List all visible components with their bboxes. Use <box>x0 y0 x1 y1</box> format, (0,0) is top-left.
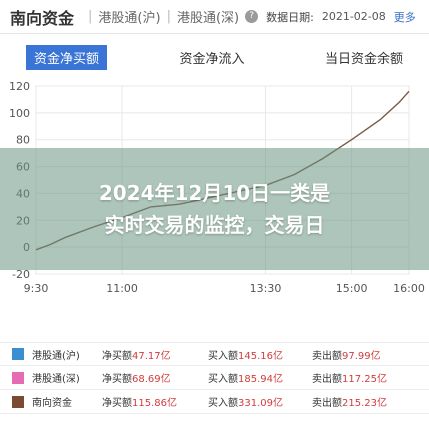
overlay-line-1: 2024年12月10日一类是 <box>98 181 331 205</box>
net-label: 净买额 <box>102 398 132 409</box>
tab-southbound[interactable]: 南向资金 <box>10 8 75 28</box>
x-tick-label: 13:30 <box>250 282 282 295</box>
y-tick-label: -20 <box>12 268 30 281</box>
subtab-net-buy[interactable]: 资金净买额 <box>26 44 108 70</box>
legend-sell: 卖出额97.99亿 <box>312 347 412 362</box>
sell-label: 卖出额 <box>312 350 342 362</box>
top-tab-bar: 南向资金 | 港股通(沪) | 港股通(深) ? 数据日期: 2021-02-0… <box>0 0 429 34</box>
legend-sell: 卖出额117.25亿 <box>312 370 412 385</box>
buy-label: 买入额 <box>208 374 238 385</box>
net-value: 47.17亿 <box>132 350 171 362</box>
legend-name: 港股通(沪) <box>32 350 80 362</box>
legend-row-sz: 港股通(深) 净买额68.69亿 买入额185.94亿 卖出额117.25亿 <box>0 366 429 390</box>
legend-swatch <box>12 348 24 360</box>
date-label: 数据日期: <box>266 10 314 24</box>
y-tick-label: 120 <box>9 80 30 93</box>
subtab-net-inflow[interactable]: 资金净流入 <box>179 51 245 67</box>
sell-label: 卖出额 <box>312 398 342 409</box>
sell-value: 117.25亿 <box>342 374 387 385</box>
more-link[interactable]: 更多 <box>393 10 416 24</box>
overlay-line-2: 实时交易的监控，交易日 <box>104 213 325 237</box>
legend-sell: 卖出额215.23亿 <box>312 394 412 409</box>
legend-net-buy: 净买额68.69亿 <box>102 370 208 385</box>
x-tick-label: 9:30 <box>24 282 49 295</box>
legend-name: 港股通(深) <box>32 374 80 385</box>
date-value: 2021-02-08 <box>321 10 386 23</box>
legend-buy: 买入额331.09亿 <box>208 394 312 409</box>
legend-table: 港股通(沪) 净买额47.17亿 买入额145.16亿 卖出额97.99亿 港股… <box>0 342 429 414</box>
help-icon[interactable]: ? <box>245 10 259 23</box>
buy-label: 买入额 <box>208 398 238 409</box>
x-tick-label: 16:00 <box>393 282 425 295</box>
subtab-daily-balance[interactable]: 当日资金余额 <box>324 51 403 67</box>
buy-value: 145.16亿 <box>238 350 283 362</box>
net-label: 净买额 <box>102 374 132 385</box>
legend-row-southbound: 南向资金 净买额115.86亿 买入额331.09亿 卖出额215.23亿 <box>0 390 429 414</box>
legend-name: 南向资金 <box>32 398 72 409</box>
sell-value: 215.23亿 <box>342 398 387 409</box>
x-tick-label: 11:00 <box>106 282 138 295</box>
tab-separator: | <box>88 9 93 24</box>
sub-tab-bar: 资金净买额 资金净流入 当日资金余额 <box>26 44 411 70</box>
buy-label: 买入额 <box>208 350 238 362</box>
net-label: 净买额 <box>102 350 132 362</box>
legend-net-buy: 净买额47.17亿 <box>102 347 208 362</box>
legend-swatch <box>12 371 24 384</box>
text-overlay-banner: 2024年12月10日一类是 实时交易的监控，交易日 <box>0 148 429 270</box>
tab-separator: | <box>166 9 171 24</box>
legend-swatch <box>12 395 24 408</box>
legend-buy: 买入额145.16亿 <box>208 347 312 362</box>
x-tick-label: 15:00 <box>336 282 368 295</box>
tab-hk-connect-sh[interactable]: 港股通(沪) <box>98 11 161 26</box>
y-tick-label: 100 <box>9 107 30 120</box>
legend-buy: 买入额185.94亿 <box>208 370 312 385</box>
net-value: 68.69亿 <box>132 374 171 385</box>
buy-value: 185.94亿 <box>238 374 283 385</box>
sell-label: 卖出额 <box>312 374 342 385</box>
tab-hk-connect-sz[interactable]: 港股通(深) <box>176 11 240 26</box>
legend-net-buy: 净买额115.86亿 <box>102 394 208 409</box>
sell-value: 97.99亿 <box>342 350 381 362</box>
buy-value: 331.09亿 <box>238 398 283 409</box>
y-tick-label: 80 <box>16 134 30 147</box>
net-value: 115.86亿 <box>132 398 177 409</box>
legend-row-sh: 港股通(沪) 净买额47.17亿 买入额145.16亿 卖出额97.99亿 <box>0 342 429 366</box>
